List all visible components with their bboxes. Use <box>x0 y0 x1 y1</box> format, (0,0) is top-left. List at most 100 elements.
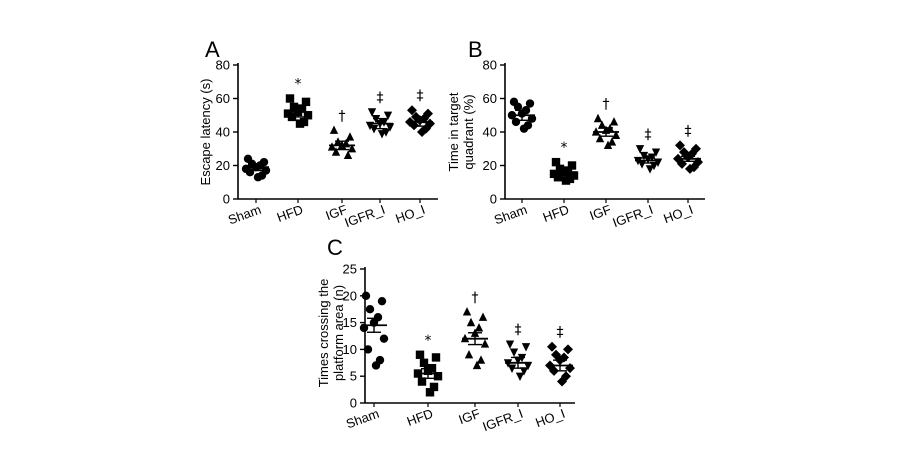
data-point <box>464 349 474 359</box>
data-point <box>377 296 387 306</box>
data-point <box>253 173 263 182</box>
data-point <box>563 344 573 355</box>
y-axis-label: Times crossing theplatform area (n) <box>316 279 346 388</box>
category-label: Sham <box>226 202 263 228</box>
data-point <box>385 123 395 132</box>
data-point <box>597 120 607 129</box>
y-tick-label: 10 <box>343 342 357 357</box>
data-point <box>611 130 621 139</box>
data-point <box>329 125 339 134</box>
data-point <box>363 345 373 354</box>
data-point <box>303 111 313 120</box>
data-point <box>462 307 472 316</box>
data-point <box>511 117 521 127</box>
data-point <box>525 99 535 108</box>
category-label: IGF <box>324 202 350 224</box>
data-point <box>553 173 563 182</box>
panel-letter: B <box>468 37 483 62</box>
data-point <box>637 160 647 169</box>
data-point <box>547 341 557 352</box>
data-point <box>649 161 659 171</box>
panel-c: C 0 5 10 15 20 25 Times crossing theplatform ar… <box>316 235 575 434</box>
data-point <box>371 361 381 370</box>
data-point <box>301 97 311 107</box>
y-tick-label: 40 <box>483 125 497 140</box>
significance-mark: ‡ <box>685 123 692 139</box>
data-point <box>521 343 531 352</box>
y-tick-label: 15 <box>343 315 357 330</box>
category-label: HO_I <box>661 202 695 226</box>
y-tick-label: 25 <box>343 262 357 277</box>
significance-mark: ‡ <box>515 322 522 338</box>
data-point <box>519 367 529 376</box>
data-point <box>429 382 439 392</box>
data-point <box>343 150 353 160</box>
y-axis-label-line: platform area (n) <box>331 285 346 381</box>
category-label: HFD <box>405 406 435 429</box>
data-point <box>639 151 649 161</box>
data-point <box>361 291 371 300</box>
data-point <box>476 355 486 364</box>
data-point <box>433 372 443 381</box>
significance-mark: * <box>561 140 568 156</box>
category-label: IGFR_I <box>611 202 656 230</box>
data-point <box>431 353 441 362</box>
data-point <box>474 323 484 332</box>
significance-mark: ‡ <box>645 127 652 143</box>
data-point <box>466 317 476 327</box>
data-point <box>645 165 655 174</box>
significance-mark: † <box>339 108 346 124</box>
panel-b: B 0 20 40 60 80 Time in targetquadrant (%) Sham… <box>446 37 705 230</box>
y-axis-label: Time in targetquadrant (%) <box>446 92 476 171</box>
data-point <box>551 157 561 167</box>
significance-mark: ‡ <box>377 90 384 106</box>
category-label: IGFR_I <box>343 202 388 230</box>
data-point <box>675 140 685 151</box>
category-label: IGF <box>588 202 614 224</box>
category-label: HO_I <box>533 406 567 430</box>
data-point <box>377 130 387 139</box>
significance-mark: ‡ <box>557 325 564 341</box>
data-point <box>607 137 617 146</box>
data-point <box>561 176 571 185</box>
data-point <box>513 102 523 112</box>
data-point <box>285 94 295 103</box>
y-axis-label-line: quadrant (%) <box>461 94 476 169</box>
y-tick-label: 0 <box>350 396 357 411</box>
data-point <box>651 148 661 157</box>
data-point <box>383 111 393 121</box>
data-point <box>331 147 341 156</box>
category-label: HFD <box>541 202 571 225</box>
y-tick-label: 20 <box>343 288 357 303</box>
y-axis-label-line: Escape latency (s) <box>198 79 213 186</box>
category-label: Sham <box>492 202 529 228</box>
data-point <box>425 388 435 397</box>
data-point <box>419 358 429 367</box>
data-point <box>327 142 337 151</box>
data-point <box>505 340 515 349</box>
data-point <box>685 163 695 174</box>
y-tick-label: 80 <box>483 58 497 73</box>
y-tick-label: 60 <box>216 91 230 106</box>
y-tick-label: 80 <box>216 58 230 73</box>
y-axis-label: Escape latency (s) <box>198 79 213 186</box>
data-point <box>295 119 305 128</box>
data-point <box>345 132 355 141</box>
data-point <box>415 350 425 359</box>
significance-mark: ‡ <box>417 88 424 104</box>
data-point <box>367 108 377 117</box>
data-point <box>603 140 613 149</box>
data-point <box>635 145 645 154</box>
category-label: HO_I <box>393 202 427 226</box>
data-point <box>515 372 525 381</box>
data-point <box>519 124 529 133</box>
data-point <box>245 168 255 177</box>
significance-mark: † <box>603 97 610 113</box>
y-tick-label: 60 <box>483 91 497 106</box>
data-point <box>472 360 482 370</box>
data-point <box>365 305 375 314</box>
panel-letter: C <box>327 235 343 260</box>
y-tick-label: 0 <box>223 192 230 207</box>
data-point <box>527 114 537 123</box>
data-point <box>609 117 619 126</box>
